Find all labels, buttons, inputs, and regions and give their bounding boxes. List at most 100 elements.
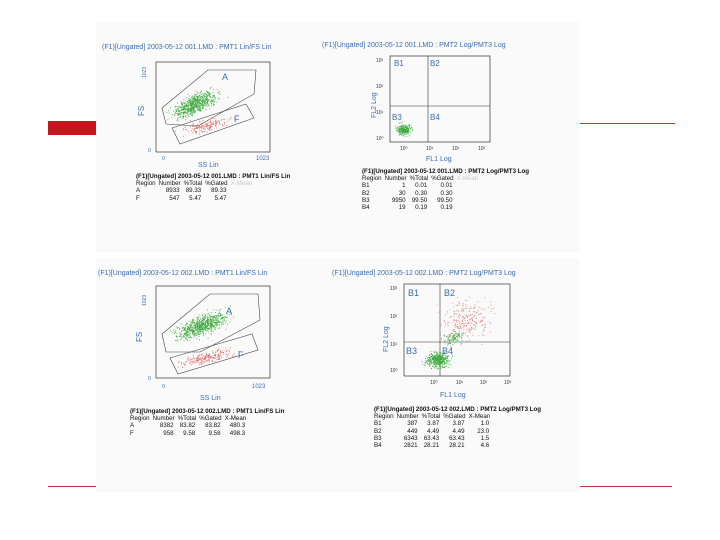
- event-dot: [191, 126, 193, 127]
- event-dot: [203, 358, 205, 360]
- event-dot: [442, 354, 444, 356]
- event-dot: [399, 131, 401, 133]
- event-dot: [199, 325, 201, 326]
- event-dot: [194, 106, 196, 108]
- event-dot: [435, 350, 437, 352]
- x-tick: 10¹: [456, 380, 464, 386]
- stats-grid: Region Number %Total %Gated X-Mean B1 387 3.87…: [374, 413, 493, 449]
- event-dot: [411, 130, 413, 132]
- event-dot: [209, 93, 211, 94]
- event-dot: [202, 120, 204, 121]
- event-dot: [233, 353, 235, 355]
- event-dot: [199, 362, 201, 364]
- event-dot: [226, 316, 228, 318]
- x-tick-left: 0: [162, 156, 165, 162]
- event-dot: [452, 329, 454, 331]
- event-dot: [465, 325, 467, 327]
- event-dot: [201, 96, 203, 98]
- event-dot: [196, 335, 198, 337]
- event-dot: [203, 324, 204, 326]
- event-dot: [196, 333, 198, 335]
- event-dot: [194, 109, 196, 111]
- event-dot: [203, 97, 205, 99]
- stats-grid: Region Number %Total %Gated X-Mean A 8382 83.8…: [130, 415, 249, 437]
- event-dot: [195, 326, 197, 328]
- event-dot: [446, 344, 448, 346]
- event-dot: [183, 339, 185, 341]
- event-dot: [183, 114, 185, 116]
- event-dot: [200, 130, 202, 132]
- event-dot: [446, 341, 448, 343]
- event-dot: [197, 333, 199, 335]
- event-dot: [213, 316, 215, 318]
- event-dot: [440, 361, 442, 363]
- event-dot: [208, 354, 210, 356]
- event-dot: [467, 330, 469, 332]
- event-dot: [209, 124, 211, 126]
- event-dot: [434, 359, 436, 361]
- event-dot: [190, 105, 192, 107]
- event-dot: [188, 101, 190, 103]
- event-dot: [167, 119, 169, 121]
- event-dot: [440, 353, 442, 355]
- gate-region-f: [169, 333, 259, 375]
- event-dot: [200, 96, 201, 98]
- event-dot: [202, 100, 204, 102]
- event-dot: [436, 356, 438, 358]
- event-dot: [221, 352, 223, 353]
- event-dot: [182, 335, 184, 337]
- event-dot: [214, 316, 216, 318]
- event-dot: [402, 131, 403, 133]
- event-dot: [438, 351, 440, 353]
- event-dot: [459, 321, 460, 323]
- event-dot: [441, 353, 443, 355]
- event-dot: [209, 357, 211, 358]
- event-dot: [200, 326, 202, 328]
- event-dot: [201, 324, 203, 326]
- event-dot: [176, 340, 178, 342]
- event-dot: [440, 352, 442, 354]
- event-dot: [197, 316, 199, 318]
- event-dot: [481, 344, 483, 345]
- event-dot: [202, 318, 204, 320]
- event-dot: [428, 360, 430, 362]
- event-dot: [199, 332, 201, 334]
- event-dot: [467, 336, 468, 337]
- y-tick: 10⁰: [376, 136, 384, 142]
- event-dot: [448, 336, 450, 338]
- event-dot: [208, 93, 210, 95]
- event-dot: [472, 334, 474, 336]
- event-dot: [433, 363, 435, 365]
- event-dot: [473, 311, 475, 313]
- event-dot: [396, 130, 398, 132]
- event-dot: [213, 331, 214, 333]
- event-dot: [441, 357, 443, 359]
- event-dot: [207, 92, 209, 94]
- event-dot: [200, 93, 202, 95]
- event-dot: [444, 366, 446, 368]
- event-dot: [215, 351, 217, 353]
- event-dot: [207, 317, 209, 318]
- x-tick: 10²: [452, 146, 460, 152]
- event-dot: [189, 335, 191, 337]
- event-dot: [440, 338, 442, 340]
- event-dot: [204, 93, 206, 95]
- event-dot: [199, 127, 201, 129]
- event-dot: [206, 326, 208, 328]
- event-dot: [197, 355, 199, 357]
- event-dot: [437, 367, 439, 369]
- event-dot: [184, 332, 186, 334]
- event-dot: [223, 124, 225, 126]
- event-dot: [185, 128, 187, 130]
- event-dot: [429, 354, 431, 356]
- event-dot: [435, 365, 437, 367]
- event-dot: [224, 307, 226, 308]
- event-dot: [219, 319, 221, 321]
- event-dot: [179, 111, 181, 113]
- event-dot: [193, 326, 195, 328]
- event-dot: [187, 105, 188, 107]
- event-dot: [431, 358, 433, 360]
- event-dot: [208, 360, 210, 362]
- event-dot: [469, 339, 471, 341]
- event-dot: [192, 328, 194, 330]
